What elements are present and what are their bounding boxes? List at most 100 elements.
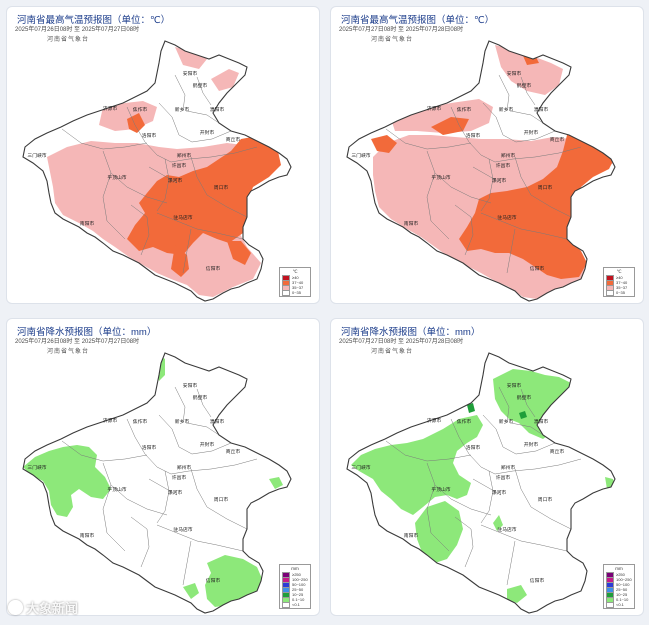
forecast-area-layer (47, 47, 281, 297)
city-label: 鹤壁市 (517, 82, 532, 89)
panel-agency: 河南省气象台 (47, 37, 90, 43)
city-border (196, 388, 212, 418)
city-label: 周口市 (538, 496, 553, 503)
city-border (510, 422, 544, 436)
city-label: 洛阳市 (466, 444, 481, 451)
city-border (190, 156, 248, 218)
city-label: 南阳市 (404, 532, 419, 539)
panel-agency: 河南省气象台 (47, 349, 90, 355)
precip-0.1-10-area (493, 369, 571, 439)
city-label: 驻马店市 (173, 214, 192, 221)
legend-unit: ℃ (616, 269, 622, 274)
city-border (186, 110, 220, 124)
city-label: 新乡市 (499, 418, 514, 425)
city-label: 郑州市 (501, 464, 516, 471)
precip-10-25-area (467, 403, 475, 413)
city-border (182, 228, 192, 274)
legend-row: <0.1 (606, 601, 632, 608)
temp-37-40-area (227, 241, 251, 265)
city-label: 焦作市 (457, 106, 472, 113)
city-label: 焦作市 (457, 418, 472, 425)
legend-label: ≥40 (616, 275, 623, 280)
city-border (450, 106, 582, 163)
city-border (158, 102, 232, 143)
panel-date-range: 2025年07月26日08时 至 2025年07月27日08时 (15, 339, 140, 345)
city-border (480, 470, 494, 524)
map-legend: ℃ ≥40 37~40 35~37 0~35 (279, 267, 311, 297)
legend-label: 37~40 (616, 280, 628, 285)
city-border (520, 76, 536, 106)
legend-label: 0.1~10 (292, 597, 305, 602)
city-border (148, 478, 178, 496)
city-border (498, 386, 510, 424)
city-border (186, 422, 220, 436)
legend-label: 50~100 (616, 582, 630, 587)
city-label: 平顶山市 (431, 486, 450, 493)
city-border (506, 228, 516, 274)
city-border (482, 414, 556, 455)
legend-label: 25~50 (616, 587, 628, 592)
city-border (130, 516, 150, 568)
precip-0.1-10-area (397, 551, 411, 565)
city-border (158, 414, 232, 455)
city-border (174, 74, 186, 112)
city-label: 济源市 (427, 417, 442, 424)
city-label: 平顶山市 (107, 486, 126, 493)
temp-35-37-area (211, 69, 239, 91)
map-legend: ℃ ≥40 37~40 35~37 0~35 (603, 267, 635, 297)
panel-title: 河南省最高气温预报图（单位：℃） (17, 15, 171, 26)
henan-precipitation-map: 安阳市 鹤壁市 濮阳市 新乡市 焦作市 济源市 三门峡市 洛阳市 郑州市 开封市 商丘市 平顶山市 许昌… (7, 319, 319, 615)
panel-agency: 河南省气象台 (371, 37, 414, 43)
legend-swatch (282, 289, 290, 296)
city-border (506, 540, 516, 586)
panel-title: 河南省降水预报图（单位：mm） (17, 327, 157, 338)
city-label: 南阳市 (404, 220, 419, 227)
city-label: 济源市 (427, 105, 442, 112)
precipitation-forecast-panel-day2: 安阳市 鹤壁市 濮阳市 新乡市 焦作市 济源市 三门峡市 洛阳市 郑州市 开封市 商丘市 平顶山市 许昌… (330, 318, 644, 616)
city-border (454, 204, 474, 256)
city-border (61, 128, 148, 150)
watermark-logo-icon (8, 600, 23, 615)
city-label: 驻马店市 (497, 214, 516, 221)
legend-label: ≥40 (292, 275, 299, 280)
city-border (156, 470, 170, 524)
city-label: 鹤壁市 (193, 394, 208, 401)
city-label: 许昌市 (496, 162, 511, 169)
province-outline (346, 40, 616, 302)
city-border (426, 172, 450, 240)
city-label: 信阳市 (530, 265, 545, 272)
city-label: 信阳市 (206, 577, 221, 584)
legend-label: 10~25 (292, 592, 304, 597)
legend-label: 0.1~10 (616, 597, 629, 602)
city-border (480, 212, 568, 240)
legend-unit: ℃ (292, 269, 298, 274)
city-border (174, 386, 186, 424)
city-label: 三门峡市 (351, 464, 370, 471)
city-label: 安阳市 (183, 70, 198, 77)
city-label: 信阳市 (530, 577, 545, 584)
city-border (148, 166, 178, 184)
legend-label: 25~50 (292, 587, 304, 592)
city-label: 许昌市 (172, 162, 187, 169)
city-border (156, 524, 244, 552)
precip-10-25-area (519, 411, 527, 419)
city-border (510, 110, 544, 124)
city-label: 濮阳市 (534, 106, 549, 113)
city-label: 濮阳市 (210, 106, 225, 113)
city-border (480, 158, 494, 212)
city-label: 许昌市 (496, 474, 511, 481)
city-label: 开封市 (524, 129, 539, 136)
legend-label: 10~25 (616, 592, 628, 597)
city-border (61, 440, 148, 462)
panel-title: 河南省最高气温预报图（单位：℃） (341, 15, 495, 26)
city-border (454, 516, 474, 568)
city-border (102, 484, 126, 552)
city-label: 南阳市 (80, 220, 95, 227)
legend-label: 35~37 (616, 285, 628, 290)
city-label: 郑州市 (177, 464, 192, 471)
province-outline (22, 352, 292, 614)
precipitation-forecast-panel-day1: 安阳市 鹤壁市 濮阳市 新乡市 焦作市 济源市 三门峡市 洛阳市 郑州市 开封市 商丘市 平顶山市 许昌… (6, 318, 320, 616)
panel-date-range: 2025年07月26日08时 至 2025年07月27日08时 (15, 27, 140, 33)
city-border (514, 156, 572, 218)
